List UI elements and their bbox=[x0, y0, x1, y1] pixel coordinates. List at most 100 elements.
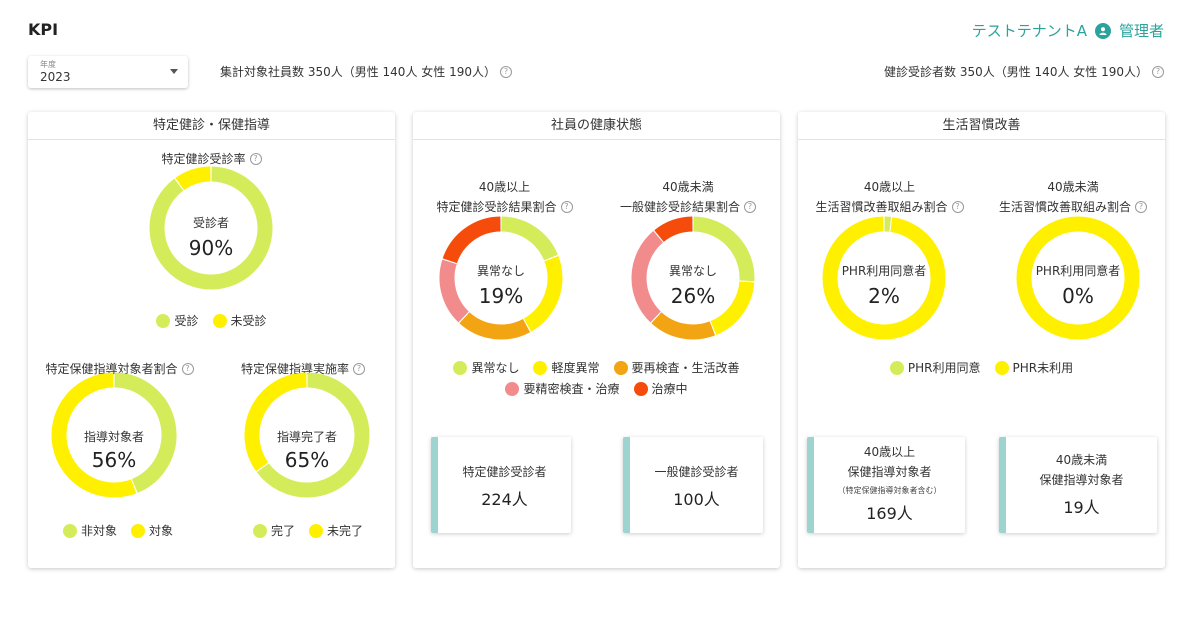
legend-item[interactable]: 要精密検査・治療 bbox=[505, 380, 620, 397]
help-icon[interactable]: ? bbox=[249, 152, 262, 165]
tenant-name[interactable]: テストテナントA bbox=[971, 22, 1087, 40]
legend-dot-icon bbox=[309, 523, 323, 538]
donut-caption: 一般健診受診結果割合 ? bbox=[596, 198, 780, 215]
donut-segment bbox=[442, 216, 501, 264]
donut-segment bbox=[439, 259, 470, 323]
help-icon[interactable]: ? bbox=[353, 362, 365, 375]
donut-segment bbox=[256, 372, 370, 498]
donut-center-label: 異常なし bbox=[476, 264, 525, 278]
legend-item[interactable]: 軽度異常 bbox=[533, 359, 600, 376]
caption-text: 特定保健指導実施率 bbox=[240, 362, 349, 376]
legend-item[interactable]: 完了 bbox=[252, 522, 295, 539]
donut-segment bbox=[459, 311, 531, 340]
stat-card-title: 保健指導対象者 bbox=[847, 465, 932, 479]
donut-caption: 生活習慣改善取組み割合 ? bbox=[981, 198, 1165, 215]
help-icon[interactable]: ? bbox=[499, 65, 512, 78]
legend-item[interactable]: 対象 bbox=[131, 522, 173, 539]
donut-segment bbox=[501, 216, 558, 261]
stat-card-title-line1: 40歳未満 bbox=[1055, 453, 1108, 467]
donut-chart bbox=[51, 372, 177, 498]
legend-item[interactable]: 要再検査・生活改善 bbox=[613, 359, 740, 376]
legend-label: 完了 bbox=[270, 524, 295, 538]
donut-chart bbox=[1016, 216, 1140, 340]
panel-title: 生活習慣改善 bbox=[798, 112, 1165, 140]
donut-center-value: 65% bbox=[284, 448, 330, 472]
stat-card: 特定健診受診者 224人 bbox=[431, 437, 571, 533]
legend-label: 要再検査・生活改善 bbox=[631, 361, 740, 375]
legend-label: 未受診 bbox=[230, 314, 267, 328]
donut-center-value: 26% bbox=[670, 284, 716, 308]
target-employees-stat: 集計対象社員数 350人（男性 140人 女性 190人） ? bbox=[220, 63, 512, 80]
donut-center-value: 90% bbox=[188, 236, 234, 260]
legend-item[interactable]: PHR利用同意 bbox=[889, 359, 981, 376]
legend-dot-icon bbox=[453, 360, 468, 375]
year-select-label: 年度 bbox=[40, 60, 56, 69]
stat-card: 一般健診受診者 100人 bbox=[623, 437, 763, 533]
panel-lifestyle: 生活習慣改善 40歳以上 生活習慣改善取組み割合 ? PHR利用同意者 2% 4… bbox=[798, 112, 1165, 568]
legend-dot-icon bbox=[252, 523, 267, 538]
donut-segment bbox=[822, 216, 946, 340]
donut-segment bbox=[114, 372, 177, 493]
donut-segment bbox=[654, 216, 693, 243]
donut-caption: 特定保健指導実施率 ? bbox=[211, 360, 395, 377]
legend-item[interactable]: PHR未利用 bbox=[994, 359, 1074, 376]
help-icon[interactable]: ? bbox=[1135, 200, 1147, 213]
legend-dot-icon bbox=[633, 381, 648, 396]
caption-text: 特定健診受診結果割合 bbox=[436, 200, 557, 214]
legend: 異常なし 軽度異常 要再検査・生活改善 bbox=[413, 359, 780, 376]
year-select-value: 2023 bbox=[40, 70, 71, 84]
help-icon[interactable]: ? bbox=[744, 200, 756, 213]
legend-dot-icon bbox=[889, 360, 904, 375]
stat-card-value: 224人 bbox=[481, 490, 528, 509]
legend-dot-icon bbox=[994, 360, 1009, 375]
panel-title: 特定健診・保健指導 bbox=[28, 112, 395, 140]
legend-dot-icon bbox=[505, 381, 520, 396]
legend-dot-icon bbox=[533, 360, 548, 375]
stat-card-note: （特定保健指導対象者含む） bbox=[837, 486, 942, 495]
stat-card-value: 19人 bbox=[1063, 498, 1100, 517]
legend-item[interactable]: 治療中 bbox=[633, 380, 688, 397]
legend-item[interactable]: 異常なし bbox=[453, 359, 519, 376]
panel-title: 社員の健康状態 bbox=[413, 112, 780, 140]
legend-dot-icon bbox=[156, 313, 171, 328]
legend-item[interactable]: 受診 bbox=[156, 312, 199, 329]
donut-center-label: PHR利用同意者 bbox=[1035, 264, 1121, 278]
chevron-down-icon bbox=[170, 69, 178, 74]
help-icon[interactable]: ? bbox=[181, 362, 194, 375]
donut-caption-line1: 40歳以上 bbox=[478, 180, 531, 194]
stat-card: 40歳未満 保健指導対象者 19人 bbox=[999, 437, 1157, 533]
target-employees-text: 集計対象社員数 350人（男性 140人 女性 190人） bbox=[220, 65, 496, 79]
donut-center-value: 56% bbox=[91, 448, 137, 472]
caption-text: 特定健診受診率 bbox=[161, 152, 246, 166]
panel-specific-checkup: 特定健診・保健指導 特定健診受診率 ? 受診者 90% 受診 未受診 特定保健指… bbox=[28, 112, 395, 568]
donut-caption: 生活習慣改善取組み割合 ? bbox=[798, 198, 981, 215]
legend-item[interactable]: 未完了 bbox=[309, 522, 363, 539]
donut-segment bbox=[149, 166, 273, 290]
legend-item[interactable]: 非対象 bbox=[62, 522, 117, 539]
legend-item[interactable]: 未受診 bbox=[212, 312, 267, 329]
donut-segment bbox=[631, 231, 664, 323]
donut-segment bbox=[523, 255, 563, 332]
legend-dot-icon bbox=[613, 360, 628, 375]
donut-segment bbox=[244, 372, 307, 472]
legend-label: PHR利用同意 bbox=[907, 361, 981, 375]
stat-card-title: 保健指導対象者 bbox=[1039, 473, 1124, 487]
legend-label: 対象 bbox=[149, 524, 174, 538]
legend: 要精密検査・治療 治療中 bbox=[413, 380, 780, 397]
help-icon[interactable]: ? bbox=[951, 200, 964, 213]
help-icon[interactable]: ? bbox=[1152, 65, 1164, 78]
caption-text: 特定保健指導対象者割合 bbox=[45, 362, 178, 376]
panel-health-status: 社員の健康状態 40歳以上 特定健診受診結果割合 ? 異常なし 19% 40歳未… bbox=[413, 112, 780, 568]
legend: 非対象 対象 bbox=[38, 522, 198, 539]
year-select[interactable]: 年度 2023 bbox=[28, 56, 188, 88]
user-name[interactable]: 管理者 bbox=[1118, 22, 1164, 40]
donut-segment bbox=[710, 281, 755, 335]
examinees-text: 健診受診者数 350人（男性 140人 女性 190人） bbox=[884, 65, 1148, 79]
legend-label: PHR未利用 bbox=[1012, 361, 1074, 375]
donut-segment bbox=[1016, 216, 1140, 340]
legend-label: 治療中 bbox=[651, 382, 688, 396]
donut-segment bbox=[651, 311, 716, 340]
legend: PHR利用同意 PHR未利用 bbox=[798, 359, 1165, 376]
donut-chart bbox=[244, 372, 370, 498]
help-icon[interactable]: ? bbox=[560, 200, 573, 213]
